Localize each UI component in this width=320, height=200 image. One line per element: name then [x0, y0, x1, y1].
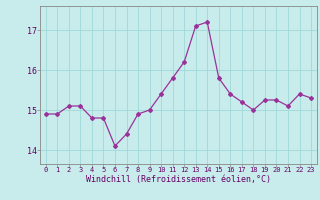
X-axis label: Windchill (Refroidissement éolien,°C): Windchill (Refroidissement éolien,°C) [86, 175, 271, 184]
